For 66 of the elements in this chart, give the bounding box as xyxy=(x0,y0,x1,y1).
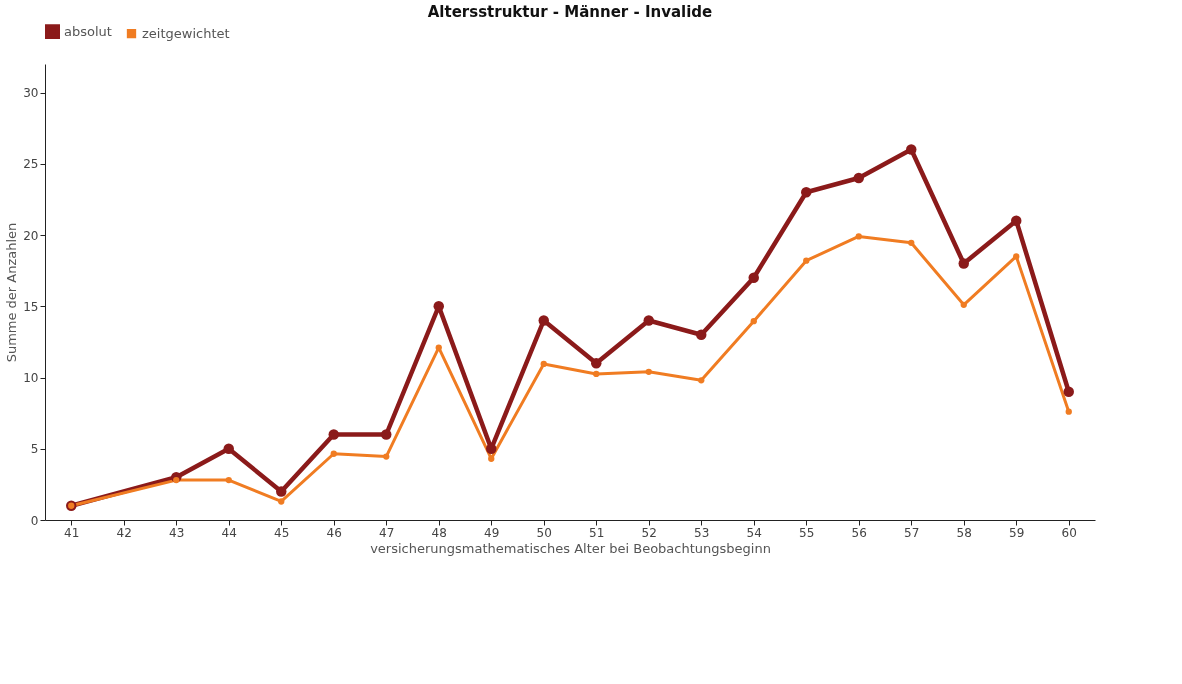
y-tick-label: 20 xyxy=(23,228,39,243)
x-tick-label: 42 xyxy=(116,525,132,540)
point xyxy=(328,429,339,440)
x-tick-label: 43 xyxy=(169,525,185,540)
y-tick-label: 0 xyxy=(30,513,39,528)
chart-title: Altersstruktur - Männer - Invalide xyxy=(427,3,713,21)
point xyxy=(698,377,705,384)
point xyxy=(593,370,600,378)
y-axis-title: Summe der Anzahlen xyxy=(4,222,20,363)
point xyxy=(748,272,759,283)
x-tick-label: 59 xyxy=(1009,525,1025,540)
x-tick-label: 46 xyxy=(326,525,342,540)
point xyxy=(696,329,707,340)
x-tick-label: 57 xyxy=(904,525,920,540)
point xyxy=(276,486,287,497)
point xyxy=(803,257,810,264)
x-tick-label: 53 xyxy=(694,525,710,540)
point xyxy=(433,301,444,312)
x-tick-label: 48 xyxy=(431,525,447,540)
point xyxy=(278,498,285,505)
point xyxy=(750,318,757,325)
y-tick-label: 15 xyxy=(23,299,39,314)
legend-label: zeitgewichtet xyxy=(142,25,230,41)
point xyxy=(1011,215,1022,226)
point xyxy=(855,233,862,240)
y-tick-label: 25 xyxy=(23,157,39,172)
x-tick-label: 50 xyxy=(536,525,552,540)
point xyxy=(591,358,602,369)
point xyxy=(435,344,442,351)
x-tick-label: 52 xyxy=(641,525,657,540)
point xyxy=(1063,386,1074,397)
x-axis-title: versicherungsmathematisches Alter bei Beobachtungsbeginn xyxy=(370,540,771,556)
point xyxy=(1013,253,1020,260)
point xyxy=(643,315,654,326)
point xyxy=(173,476,180,484)
x-tick-label: 51 xyxy=(589,525,605,540)
point xyxy=(645,368,652,375)
x-tick-label: 41 xyxy=(64,525,80,540)
point xyxy=(223,443,234,454)
legend-label: absolut xyxy=(64,23,112,39)
point xyxy=(225,476,232,484)
point xyxy=(906,144,917,155)
x-tick-label: 44 xyxy=(221,525,237,540)
point xyxy=(1065,408,1072,415)
y-tick-label: 5 xyxy=(30,442,39,457)
y-tick-label: 30 xyxy=(23,86,39,100)
point xyxy=(383,453,390,460)
x-tick-label: 49 xyxy=(484,525,500,540)
x-tick-label: 45 xyxy=(274,525,290,540)
x-tick-label: 54 xyxy=(746,525,762,540)
point xyxy=(801,187,812,198)
point xyxy=(960,301,967,308)
y-tick-label: 10 xyxy=(23,371,39,385)
x-tick-label: 56 xyxy=(851,525,867,540)
point xyxy=(908,239,915,246)
x-tick-label: 47 xyxy=(379,525,395,540)
point xyxy=(538,315,549,326)
x-tick-label: 60 xyxy=(1061,525,1077,540)
point xyxy=(958,258,969,269)
point xyxy=(330,450,337,457)
point xyxy=(381,429,392,440)
point xyxy=(853,172,864,184)
x-tick-label: 58 xyxy=(956,525,972,540)
point xyxy=(488,455,495,462)
point xyxy=(540,360,547,368)
x-tick-label: 55 xyxy=(799,525,815,540)
